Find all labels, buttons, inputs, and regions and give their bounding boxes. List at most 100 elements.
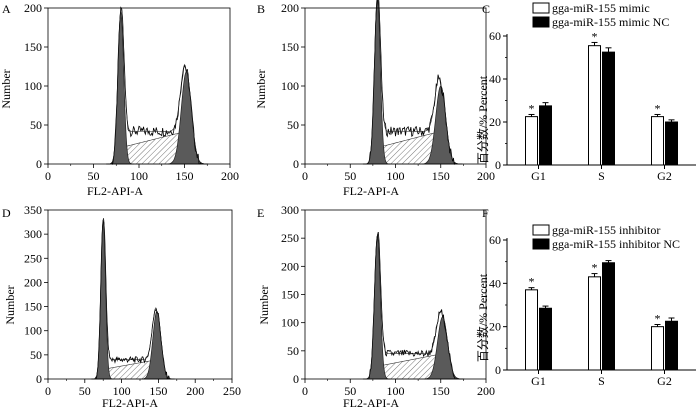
y-tick-label: 350: [24, 203, 42, 217]
x-tick-label: 150: [176, 169, 194, 183]
legend-swatch-open: [532, 2, 550, 14]
x-tick-label: 50: [79, 384, 91, 398]
axes-frame: [304, 7, 487, 165]
legend-swatch-filled: [532, 16, 550, 28]
category-label: G2: [657, 169, 672, 183]
y-axis-label: Number: [257, 285, 271, 324]
model-fit-line: [91, 218, 175, 380]
significance-marker: *: [529, 275, 535, 289]
y-tick-label: 100: [24, 324, 42, 338]
y-tick-label: 0: [495, 363, 501, 377]
panel-label: E: [257, 206, 264, 220]
panel-label: B: [257, 2, 265, 16]
y-tick-label: 40: [489, 276, 501, 290]
x-tick-label: 0: [302, 384, 308, 398]
y-tick-label: 20: [489, 115, 501, 129]
bar-g2-series-2: [665, 121, 678, 166]
significance-marker: *: [655, 312, 661, 326]
x-tick-label: 50: [88, 169, 100, 183]
legend: gga-miR-155 mimic gga-miR-155 mimic NC: [532, 1, 669, 29]
legend-label: gga-miR-155 mimic: [552, 1, 650, 15]
y-tick-label: 0: [293, 372, 299, 386]
bar-g1-series-2: [539, 307, 552, 371]
x-tick-label: 0: [302, 169, 308, 183]
y-tick-label: 40: [489, 72, 501, 86]
model-fit-line: [362, 232, 465, 380]
y-axis-label: Number: [0, 69, 13, 108]
panel-label: D: [2, 206, 11, 220]
y-tick-label: 200: [24, 1, 42, 15]
axes-frame: [47, 209, 233, 380]
bar-g1-series-1: [525, 289, 538, 371]
bar-g2-series-1: [651, 116, 664, 166]
y-tick-label: 150: [24, 40, 42, 54]
x-tick-label: 200: [221, 169, 239, 183]
axes-frame: [47, 7, 231, 165]
g1-peak: [364, 0, 391, 165]
bar-s-series-1: [588, 45, 601, 166]
y-tick-label: 50: [30, 118, 42, 132]
x-tick-label: 100: [130, 169, 148, 183]
y-tick-label: 150: [281, 288, 299, 302]
y-tick-label: 200: [24, 275, 42, 289]
panel-label: C: [482, 2, 490, 16]
x-tick-label: 200: [186, 384, 204, 398]
bar-g2-series-1: [651, 326, 664, 371]
bar-g1-series-1: [525, 116, 538, 166]
y-tick-label: 250: [24, 251, 42, 265]
bar-s-series-2: [602, 51, 615, 166]
model-fit-line: [106, 7, 209, 165]
bar-g1-series-2: [539, 105, 552, 166]
histogram-panel-b: B Number FL2-API-A 0 50 100 150 200 0 50 100 150…: [254, 0, 495, 198]
bar-g2-series-2: [665, 320, 678, 371]
y-axis-label: 百分数/% Percent: [475, 75, 490, 164]
x-tick-label: 100: [387, 384, 405, 398]
category-label: S: [598, 169, 605, 183]
x-axis-label: FL2-API-A: [343, 184, 399, 198]
x-tick-label: 250: [223, 384, 241, 398]
y-tick-label: 20: [489, 320, 501, 334]
x-tick-label: 150: [432, 169, 450, 183]
y-tick-label: 150: [24, 300, 42, 314]
category-label: G1: [531, 169, 546, 183]
bar-chart-panel-c: C 百分数/% Percent gga-miR-155 mimic gga-mi…: [475, 1, 696, 183]
x-tick-label: 100: [387, 169, 405, 183]
category-label: S: [598, 374, 605, 388]
y-tick-label: 150: [281, 40, 299, 54]
legend-swatch-open: [532, 224, 550, 236]
legend-label: gga-miR-155 mimic NC: [552, 15, 669, 29]
y-tick-label: 60: [489, 29, 501, 43]
panel-label: A: [2, 2, 11, 16]
legend-swatch-filled: [532, 238, 550, 250]
x-tick-label: 150: [149, 384, 167, 398]
x-tick-label: 100: [113, 384, 131, 398]
y-tick-label: 100: [281, 316, 299, 330]
x-tick-label: 0: [45, 384, 51, 398]
x-tick-label: 200: [477, 384, 495, 398]
significance-marker: *: [592, 29, 598, 43]
y-tick-label: 0: [36, 372, 42, 386]
panel-label: F: [482, 206, 489, 220]
y-axis-label: Number: [254, 69, 268, 108]
g1-peak: [107, 11, 134, 165]
y-tick-label: 250: [281, 231, 299, 245]
bar-chart-panel-f: F 百分数/% Percent gga-miR-155 inhibitor gg…: [475, 206, 696, 388]
bar-s-series-2: [602, 262, 615, 371]
histogram-panel-d: D Number FL2-API-A 0 50 100 150 200 250 0 50 100…: [2, 203, 241, 410]
legend-label: gga-miR-155 inhibitor: [552, 223, 660, 237]
y-tick-label: 100: [281, 79, 299, 93]
legend-label: gga-miR-155 inhibitor NC: [552, 237, 680, 251]
x-tick-label: 50: [344, 169, 356, 183]
y-tick-label: 50: [30, 348, 42, 362]
y-tick-label: 50: [287, 344, 299, 358]
category-label: G2: [657, 374, 672, 388]
significance-marker: *: [592, 261, 598, 275]
y-tick-label: 0: [36, 157, 42, 171]
y-tick-label: 300: [281, 203, 299, 217]
x-tick-label: 150: [432, 384, 450, 398]
significance-marker: *: [529, 101, 535, 115]
x-axis-label: FL2-API-A: [102, 396, 158, 410]
bar-s-series-1: [588, 276, 601, 371]
y-tick-label: 0: [293, 157, 299, 171]
